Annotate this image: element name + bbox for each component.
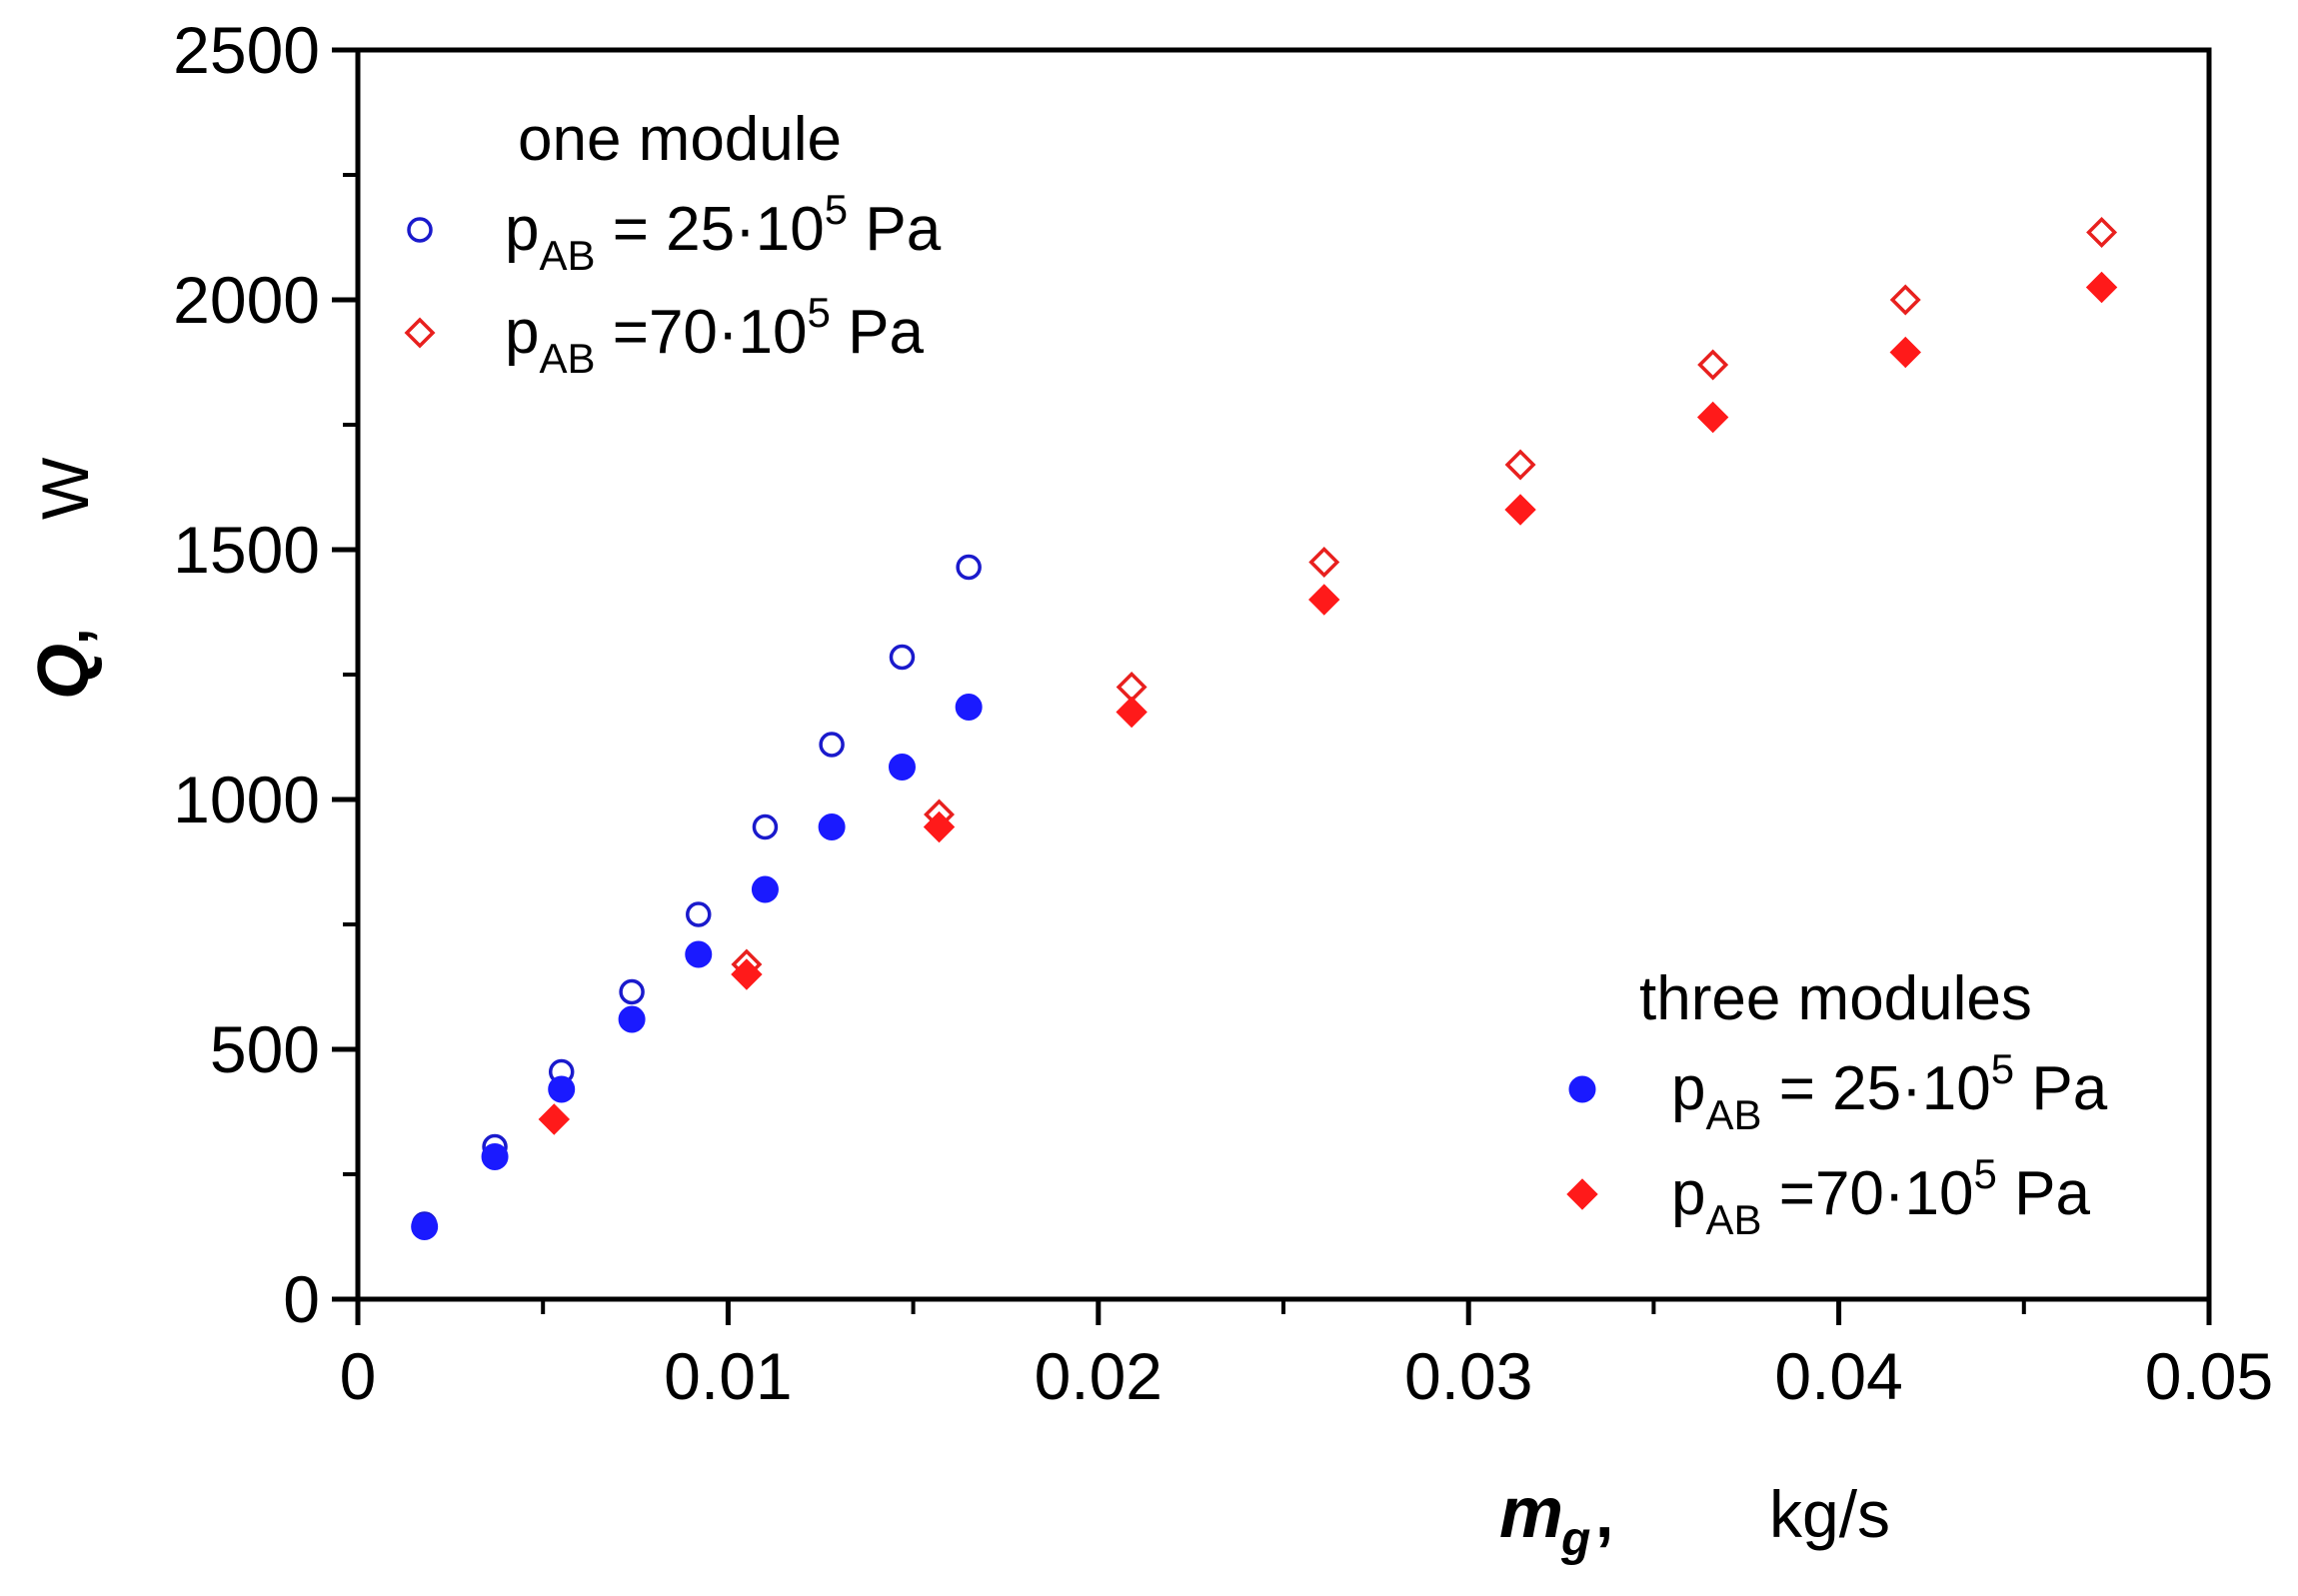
data-point — [618, 1005, 646, 1033]
data-point — [686, 901, 712, 927]
y-tick-label: 2500 — [173, 13, 320, 87]
x-axis-subscript: g — [1560, 1513, 1590, 1566]
data-point — [1889, 284, 1921, 316]
data-point — [818, 813, 846, 840]
x-axis-unit: kg/s — [1769, 1477, 1890, 1551]
data-point — [2086, 217, 2118, 248]
data-point — [548, 1075, 576, 1103]
data-point — [888, 754, 916, 781]
data-point — [538, 1103, 571, 1135]
y-tick-label: 1000 — [173, 763, 320, 836]
y-tick-label: 1500 — [173, 513, 320, 587]
data-point — [1116, 696, 1148, 729]
x-tick-label: 0.03 — [1404, 1339, 1532, 1413]
series-one-module-70e5pa — [731, 217, 2118, 980]
data-point — [685, 940, 713, 968]
legend-one-module: one module pAB = 25·105 Pa pAB =70·105 Pa — [404, 105, 942, 382]
y-axis-unit: W — [28, 457, 102, 520]
x-tick-label: 0.01 — [664, 1339, 792, 1413]
legend-label: pAB =70·105 Pa — [505, 289, 924, 382]
data-point — [481, 1143, 509, 1170]
data-point — [923, 810, 956, 843]
data-point — [1308, 584, 1340, 616]
data-point — [1308, 547, 1340, 578]
legend-marker — [1566, 1178, 1598, 1210]
y-tick-label: 2000 — [173, 263, 320, 337]
series-three-modules-25e5pa — [411, 694, 983, 1240]
y-axis-label: Q , W — [24, 457, 104, 700]
data-point — [956, 554, 982, 581]
data-point — [889, 644, 916, 671]
data-point — [2085, 271, 2118, 304]
series-one-module-25e5pa — [411, 554, 982, 1237]
data-point — [955, 694, 983, 721]
data-point — [411, 1213, 439, 1240]
x-tick-label: 0.04 — [1774, 1339, 1902, 1413]
tick-labels: 0 0.01 0.02 0.03 0.04 0.05 0 500 1000 1500 2000 250… — [173, 13, 2273, 1413]
x-axis-comma: , — [1595, 1477, 1613, 1551]
series-three-modules-70e5pa — [538, 271, 2118, 1135]
legend-label: pAB =70·105 Pa — [1671, 1150, 2090, 1243]
x-axis-symbol: m — [1499, 1473, 1563, 1553]
legend-title: three modules — [1639, 964, 2032, 1033]
x-axis-label: m g , kg/s — [1499, 1473, 1890, 1566]
data-point — [1697, 349, 1729, 381]
data-point — [1889, 336, 1921, 369]
y-tick-label: 500 — [210, 1012, 320, 1086]
legend-marker — [407, 217, 433, 243]
legend-marker — [1568, 1075, 1596, 1103]
y-axis-symbol: Q — [24, 644, 104, 700]
x-tick-label: 0 — [340, 1339, 377, 1413]
legend-title: one module — [518, 105, 842, 174]
data-point — [1116, 672, 1148, 703]
data-point — [619, 978, 645, 1005]
data-points — [411, 217, 2118, 1240]
legend-label: pAB = 25·105 Pa — [505, 186, 942, 279]
data-point — [752, 813, 779, 840]
y-tick-label: 0 — [283, 1262, 320, 1336]
legend-marker — [404, 317, 436, 349]
tick-marks — [332, 47, 2212, 1325]
data-point — [1504, 494, 1536, 526]
x-tick-label: 0.05 — [2145, 1339, 2273, 1413]
data-point — [751, 875, 779, 903]
legend-three-modules: three modules pAB = 25·105 Pa pAB =70·105 … — [1566, 964, 2108, 1243]
data-point — [819, 732, 845, 758]
x-tick-label: 0.02 — [1035, 1339, 1162, 1413]
data-point — [1696, 401, 1729, 434]
data-point — [1504, 449, 1536, 481]
data-point — [731, 958, 763, 990]
y-axis-comma: , — [34, 628, 101, 645]
legend-label: pAB = 25·105 Pa — [1671, 1045, 2108, 1138]
